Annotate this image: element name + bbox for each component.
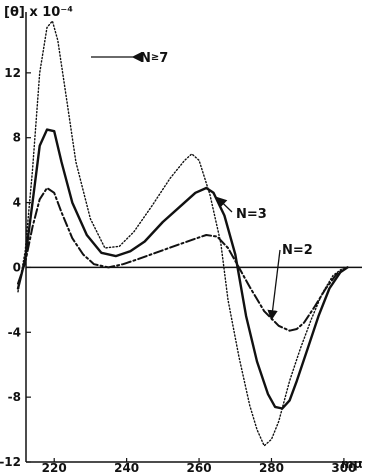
y-tick-label: -12	[0, 455, 21, 469]
x-tick-label: 280	[259, 461, 284, 475]
series-line-n2	[17, 187, 349, 332]
x-tick-label: 300	[331, 461, 356, 475]
x-tick-label: 260	[187, 461, 212, 475]
x-tick-label: 220	[42, 461, 67, 475]
y-axis-label: [θ] x 10⁻⁴	[4, 5, 73, 20]
x-tick-label: 240	[114, 461, 139, 475]
axes: 12 8 4 0 -4 -8 -12 220 240 260 280 300	[0, 12, 362, 475]
annotation-n2-text: N=2	[282, 243, 313, 258]
annotation-n2-arrow	[267, 249, 281, 321]
annotation-n7-text: N≥7	[140, 51, 168, 66]
y-tick-label: 8	[13, 131, 21, 145]
annotation-layer	[91, 51, 281, 321]
y-tick-label: 4	[13, 196, 21, 210]
series-line-n7	[17, 20, 345, 447]
series-line-n3	[16, 128, 349, 410]
annotation-n3-text: N=3	[236, 207, 267, 222]
y-tick-label: -4	[8, 325, 21, 339]
y-tick-label: -8	[8, 390, 21, 404]
x-axis-unit: mμ	[341, 457, 363, 471]
y-tick-label: 12	[4, 66, 21, 80]
series-layer	[16, 20, 349, 447]
annotation-n3-arrow	[216, 196, 233, 213]
annotation-n7: N≥7	[140, 51, 168, 66]
y-tick-label: 0	[13, 260, 21, 274]
